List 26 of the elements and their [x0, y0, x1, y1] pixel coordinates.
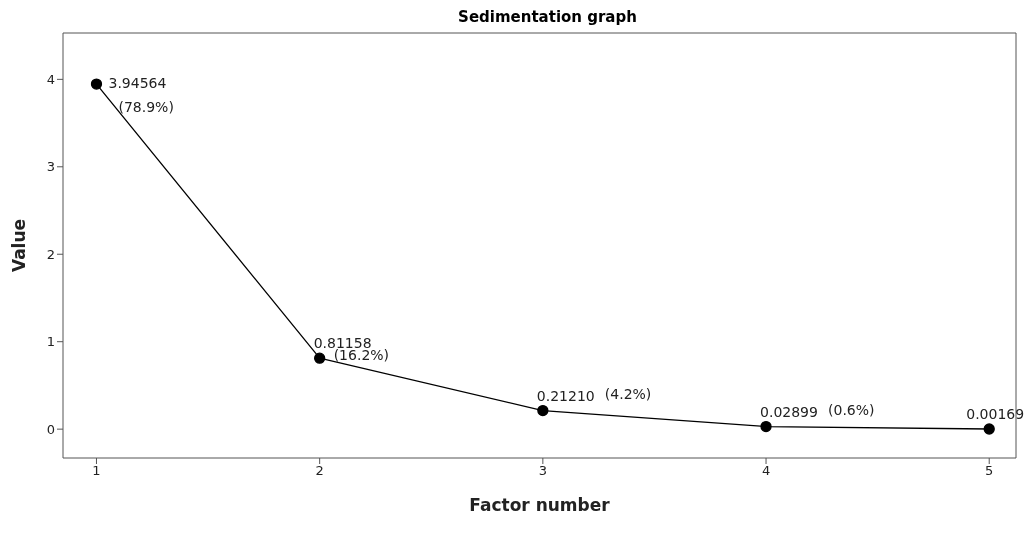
y-tick-label: 3: [46, 159, 55, 175]
x-tick-label: 4: [761, 463, 771, 479]
y-tick-label: 2: [46, 246, 55, 262]
point: [90, 78, 103, 90]
annotation: (78.9%): [118, 99, 174, 116]
point: [983, 423, 995, 435]
x-tick-label: 3: [538, 463, 547, 479]
annotation: (16.2%): [333, 347, 390, 364]
y-tick-label: 4: [46, 71, 55, 87]
x-axis-title: Factor number: [469, 495, 611, 515]
x-tick-label: 1: [92, 463, 101, 479]
data-label: 0.02899: [760, 403, 818, 420]
data-label: 0.00169: [966, 405, 1025, 422]
x-tick-label: 2: [315, 463, 324, 479]
annotation: (4.2%): [604, 385, 652, 402]
data-label: 0.21210: [536, 387, 595, 404]
annotation: (0.6%): [828, 401, 875, 418]
x-tick-label: 5: [985, 463, 994, 479]
point: [537, 404, 549, 417]
data-label: 3.94564: [108, 75, 167, 92]
y-tick-label: 0: [46, 421, 55, 437]
y-axis-title: Value: [9, 218, 30, 273]
y-tick-label: 1: [46, 334, 55, 350]
point: [760, 420, 772, 433]
point: [314, 352, 326, 364]
chart-title: Sedimentation graph: [457, 8, 638, 28]
